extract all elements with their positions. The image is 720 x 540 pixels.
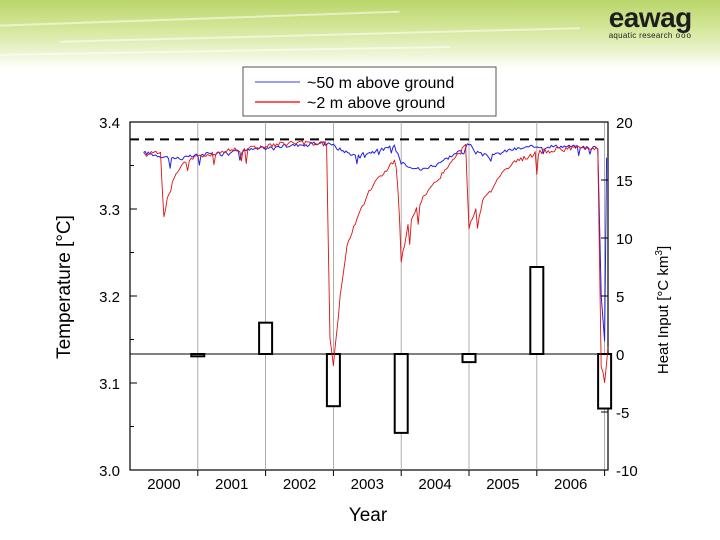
y-right-tick-label-1: -5: [616, 405, 629, 422]
heat-bar-2004: [461, 353, 477, 364]
logo-word: eawag: [608, 2, 693, 33]
y-right-tick-label-3: 5: [616, 289, 624, 306]
header-banner: eawag aquatic research ooo: [0, 0, 720, 68]
x-axis-title: Year: [349, 505, 388, 526]
x-tick-label-2002: 2002: [283, 476, 316, 493]
legend-label-2m: ~2 m above ground: [307, 95, 445, 112]
y-right-tick-label-6: 20: [616, 115, 633, 132]
y-left-tick-label-3: 3.3: [99, 202, 120, 219]
y-axis-title-right-main: Heat Input [°C km: [655, 256, 672, 375]
eawag-logo: eawag aquatic research ooo: [608, 2, 693, 41]
heat-bar-2005: [529, 266, 545, 355]
y-left-tick-label-0: 3.0: [99, 463, 120, 480]
y-right-tick-label-2: 0: [616, 347, 624, 364]
y-axis-title-left: Temperature [°C]: [54, 215, 75, 359]
y-right-tick-label-4: 10: [616, 231, 633, 248]
heat-bar-2003: [393, 353, 409, 434]
heat-bar-2001: [258, 321, 274, 355]
y-axis-title-right-end: ]: [655, 246, 672, 250]
x-tick-label-2006: 2006: [554, 476, 587, 493]
y-axis-title-right: Heat Input [°C km3]: [654, 246, 672, 374]
legend-label-50m: ~50 m above ground: [307, 75, 454, 92]
x-tick-label-2000: 2000: [147, 476, 180, 493]
legend-box: [242, 66, 497, 117]
heat-bar-2000: [190, 353, 206, 358]
y-axis-title-right-sup: 3: [654, 250, 665, 256]
y-right-tick-label-5: 15: [616, 173, 633, 190]
y-left-tick-label-4: 3.4: [99, 115, 120, 132]
heat-bar-2002: [325, 353, 341, 408]
x-tick-label-2004: 2004: [418, 476, 451, 493]
y-left-tick-label-1: 3.1: [99, 376, 120, 393]
legend: ~50 m above ground ~2 m above ground: [242, 66, 497, 117]
y-right-tick-label-0: -10: [616, 463, 638, 480]
logo-subtitle: aquatic research: [608, 31, 673, 40]
x-tick-label-2001: 2001: [215, 476, 248, 493]
x-tick-label-2003: 2003: [351, 476, 384, 493]
x-tick-label-2005: 2005: [486, 476, 519, 493]
logo-dots: ooo: [675, 31, 692, 40]
series-line-2m: [143, 140, 609, 384]
y-left-tick-label-2: 3.2: [99, 289, 120, 306]
